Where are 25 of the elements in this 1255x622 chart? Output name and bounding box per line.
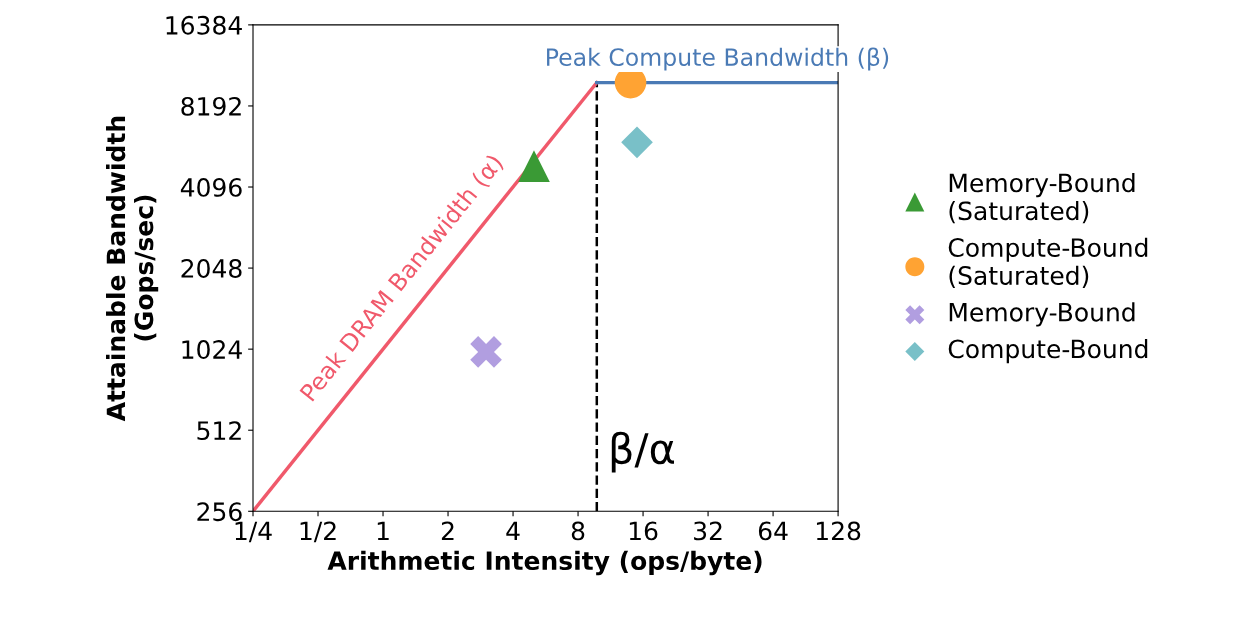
y-tick-label: 512 (197, 421, 241, 441)
ref-line-label: β/α (611, 431, 675, 473)
y-tick-label: 16384 (166, 15, 242, 35)
y-axis-title: Attainable Bandwidth (Gops/sec) (106, 116, 159, 422)
y-tick-label: 256 (197, 502, 242, 522)
legend-label: Memory-Bound (949, 302, 1135, 327)
x-axis-title: Arithmetic Intensity (ops/byte) (327, 550, 762, 576)
x-tick-label: 1/2 (300, 521, 336, 543)
legend-label: Compute-Bound (Saturated) (948, 237, 1148, 288)
y-tick-label: 8192 (181, 96, 241, 116)
x-tick-label: 32 (694, 521, 722, 541)
x-tick-label: 128 (816, 521, 861, 541)
y-tick-label: 1024 (182, 340, 242, 359)
x-tick-label: 16 (629, 521, 658, 541)
legend-label: Compute-Bound (948, 339, 1148, 364)
x-tick-label: 2 (441, 521, 454, 540)
x-tick-label: 4 (506, 521, 520, 540)
y-tick-label: 4096 (180, 177, 242, 197)
legend-label: Memory-Bound (Saturated) (949, 172, 1135, 224)
y-tick-label: 2048 (181, 259, 242, 278)
x-tick-label: 1 (377, 521, 389, 540)
x-tick-label: 64 (758, 521, 788, 541)
x-tick-label: 1/4 (235, 521, 272, 543)
x-tick-label: 8 (571, 521, 585, 541)
series-label: Peak Compute Bandwidth (β) (547, 47, 889, 71)
